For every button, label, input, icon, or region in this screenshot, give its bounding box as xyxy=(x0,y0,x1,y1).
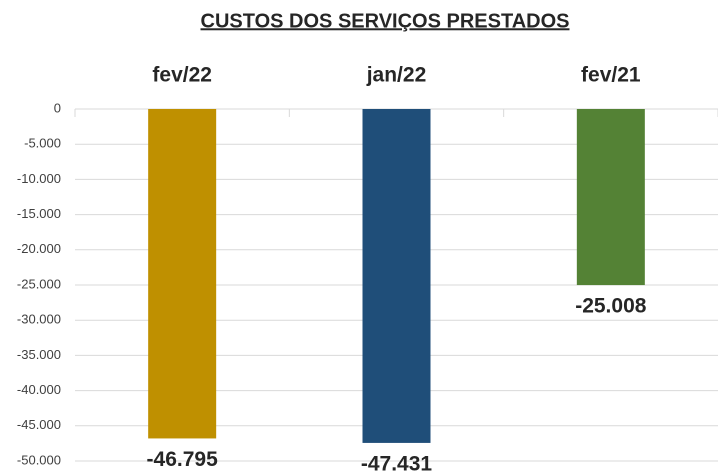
y-tick-label: -20.000 xyxy=(17,241,61,256)
y-tick-label: -50.000 xyxy=(17,452,61,467)
value-label: -25.008 xyxy=(575,295,647,318)
y-tick-label: -5.000 xyxy=(24,136,61,151)
x-tick-label: jan/22 xyxy=(366,64,427,87)
y-tick-label: -25.000 xyxy=(17,276,61,291)
chart-title: CUSTOS DOS SERVIÇOS PRESTADOS xyxy=(201,10,570,32)
bar xyxy=(362,109,431,443)
value-label: -47.431 xyxy=(361,452,433,471)
x-tick-label: fev/21 xyxy=(581,64,641,87)
value-label: -46.795 xyxy=(147,448,219,471)
y-tick-label: -45.000 xyxy=(17,417,61,432)
y-tick-label: -35.000 xyxy=(17,347,61,362)
y-tick-label: -30.000 xyxy=(17,312,61,327)
y-tick-label: -40.000 xyxy=(17,382,61,397)
y-tick-label: 0 xyxy=(54,100,61,115)
y-tick-label: -10.000 xyxy=(17,171,61,186)
bar xyxy=(148,109,217,439)
y-tick-label: -15.000 xyxy=(17,206,61,221)
x-tick-label: fev/22 xyxy=(152,64,212,87)
bar xyxy=(576,109,645,286)
